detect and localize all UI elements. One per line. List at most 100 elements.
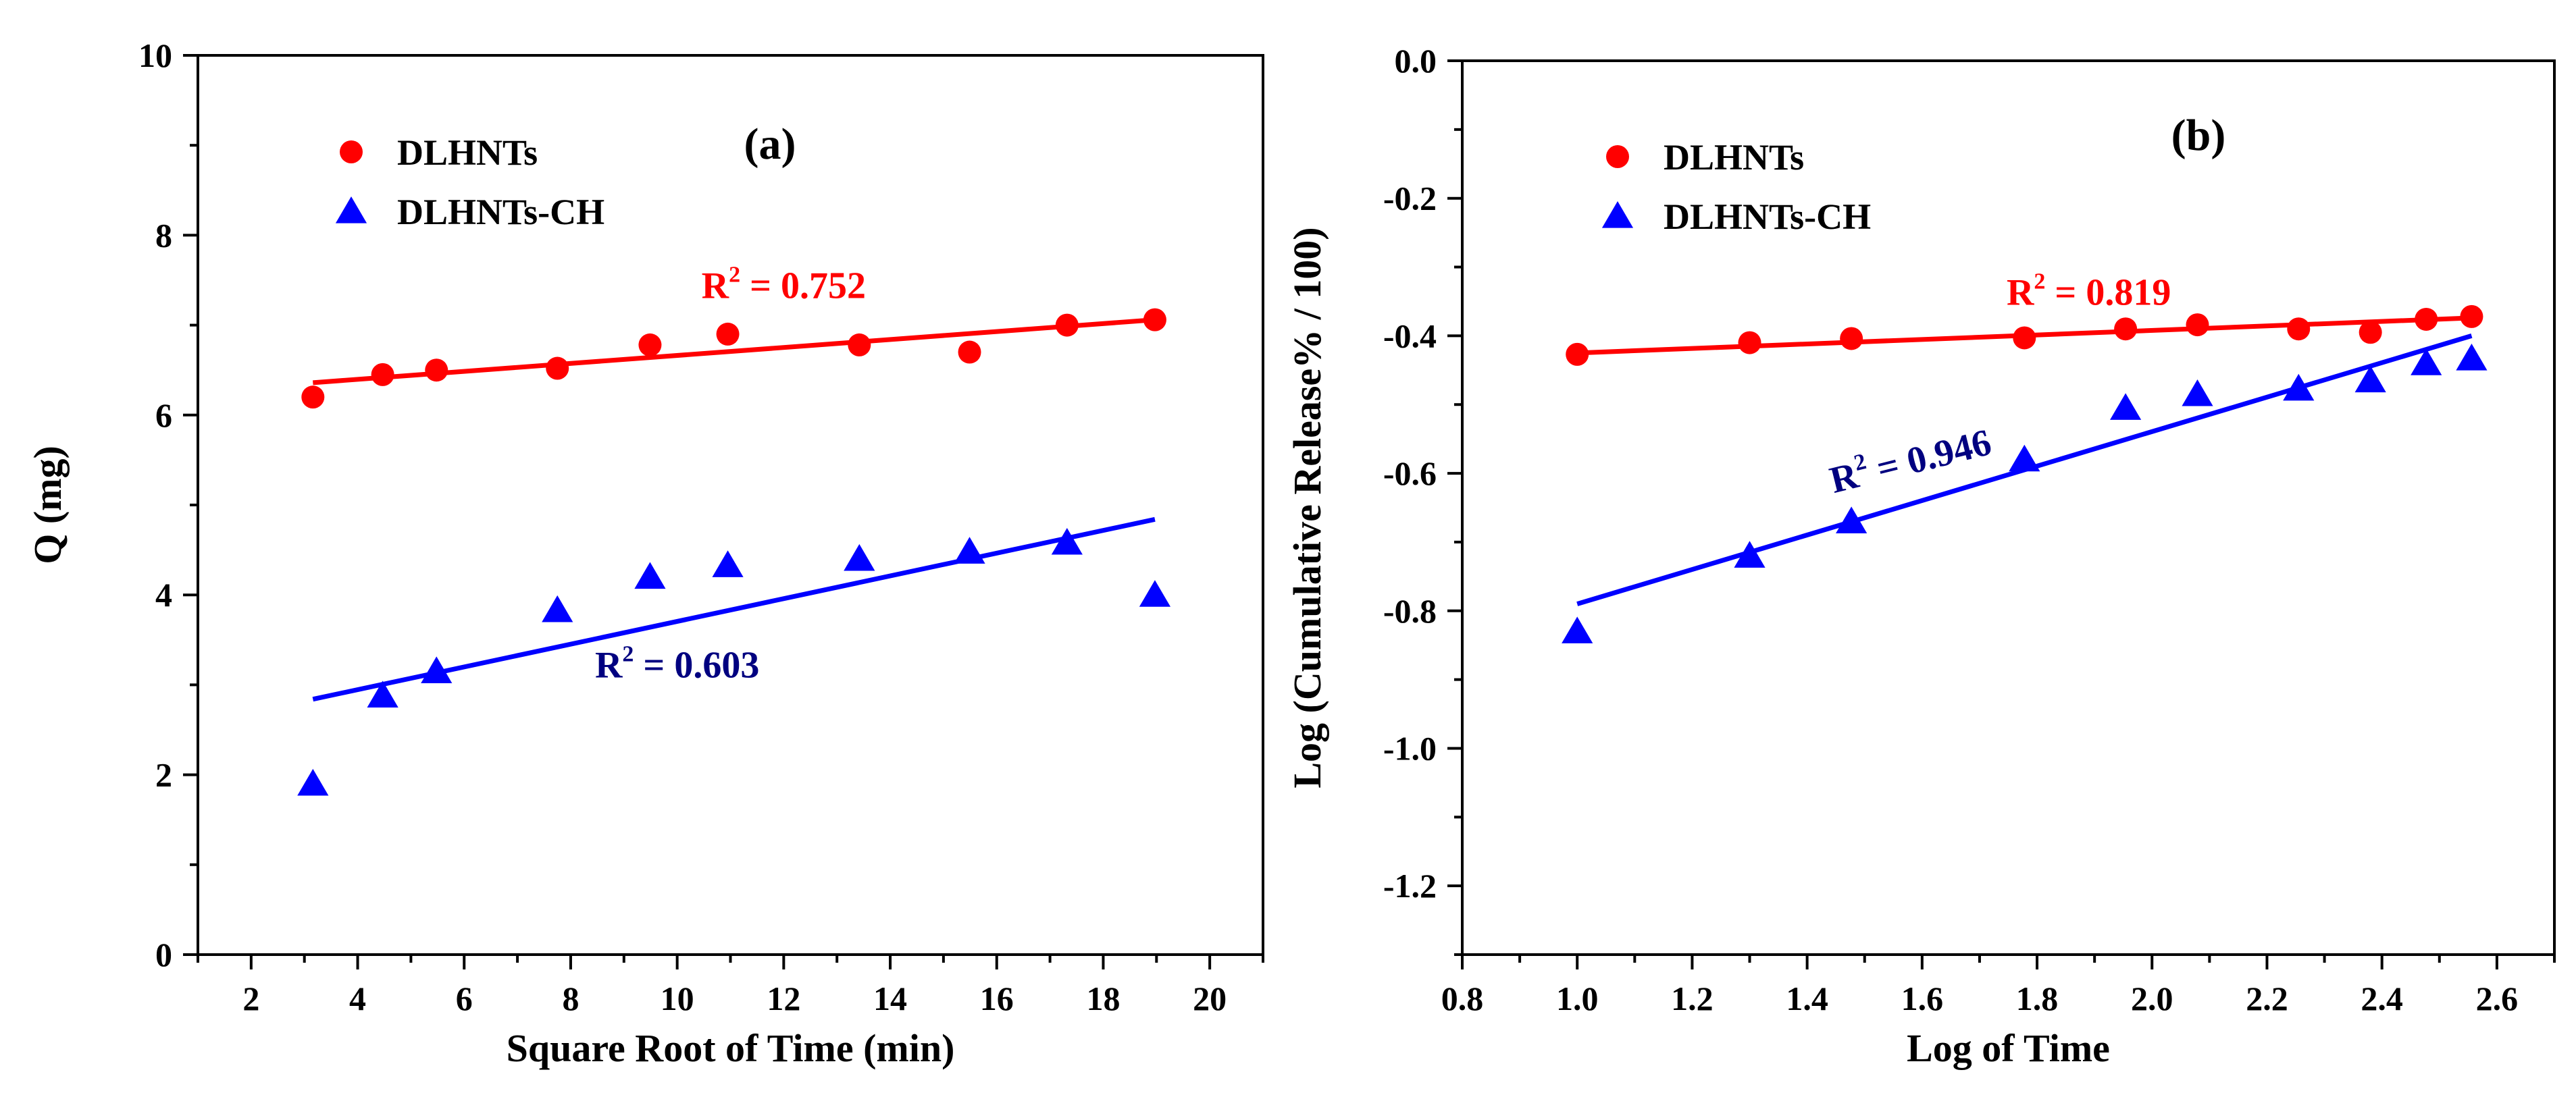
x-tick-label: 14 — [873, 980, 907, 1017]
data-point — [2013, 326, 2036, 350]
data-point — [1836, 506, 1867, 533]
x-tick-label: 2.0 — [2131, 980, 2173, 1017]
data-point — [954, 537, 985, 564]
data-point — [367, 681, 398, 708]
r2-annotation: R2 = 0.819 — [2007, 269, 2171, 314]
r2-value: = 0.752 — [740, 265, 866, 307]
data-point — [958, 340, 981, 364]
r2-symbol: R — [702, 265, 729, 307]
r2-label: R2 = 0.603 — [595, 642, 759, 687]
y-tick-label: 0 — [155, 936, 172, 974]
x-tick-label: 6 — [456, 980, 473, 1017]
x-tick-label: 8 — [562, 980, 579, 1017]
data-point — [542, 595, 573, 622]
r2-value: = 0.946 — [1863, 421, 1995, 492]
r2-annotation: R2 = 0.752 — [702, 263, 866, 307]
plot-frame — [1461, 59, 2556, 956]
x-tick-label: 0.8 — [1441, 980, 1484, 1017]
data-point — [2411, 348, 2442, 375]
data-point — [848, 333, 871, 356]
panel-label: (b) — [2171, 111, 2226, 160]
data-point — [1562, 616, 1593, 643]
data-point — [546, 356, 569, 380]
data-point — [2009, 444, 2040, 472]
data-point — [2456, 343, 2488, 371]
r2-label: R2 = 0.819 — [2007, 269, 2171, 314]
data-point — [712, 550, 744, 577]
r2-label: R2 = 0.946 — [1825, 419, 1995, 502]
y-tick-label: 2 — [155, 756, 172, 794]
y-tick-label: -0.6 — [1383, 454, 1437, 492]
data-point — [2287, 317, 2311, 341]
y-tick-label: -0.8 — [1383, 592, 1437, 630]
data-point — [2359, 321, 2382, 344]
r2-symbol: R — [2007, 272, 2034, 314]
r2-label: R2 = 0.752 — [702, 263, 866, 307]
legend-marker — [335, 196, 367, 223]
panel-a: 2 4 6 8 10 12 14 16 18 20 0 2 4 6 8 10 Square Root of Ti… — [26, 36, 1264, 1070]
data-point — [2182, 379, 2213, 406]
plot-frame — [197, 54, 1264, 956]
x-tick-label: 12 — [767, 980, 800, 1017]
r2-annotation: R2 = 0.603 — [595, 642, 759, 687]
y-axis-title: Q (mg) — [26, 446, 70, 564]
legend-marker — [340, 140, 363, 163]
data-point — [2114, 317, 2138, 341]
data-point — [2283, 373, 2315, 401]
x-tick-label: 2.2 — [2246, 980, 2288, 1017]
data-point — [2110, 393, 2142, 420]
y-tick-label: 8 — [155, 216, 172, 254]
x-axis-title: Square Root of Time (min) — [507, 1026, 955, 1070]
data-point — [1738, 331, 1761, 354]
x-tick-label: 1.6 — [1901, 980, 1944, 1017]
legend-label: DLHNTs-CH — [397, 192, 604, 232]
y-tick-label: -1.2 — [1383, 867, 1437, 905]
legend-marker — [1606, 145, 1629, 168]
r2-superscript: 2 — [622, 642, 634, 667]
x-tick-label: 1.8 — [2016, 980, 2059, 1017]
data-point — [2186, 313, 2209, 337]
r2-annotation: R2 = 0.946 — [1825, 419, 1995, 502]
r2-symbol: R — [595, 645, 623, 687]
y-axis-title: Log (Cumulative Release% / 100) — [1285, 227, 1329, 788]
data-point — [1055, 313, 1079, 337]
x-tick-label: 2.4 — [2361, 980, 2403, 1017]
fit-line — [312, 516, 1156, 702]
x-tick-label: 10 — [661, 980, 694, 1017]
data-point — [844, 543, 875, 571]
y-tick-label: -1.0 — [1383, 729, 1437, 767]
x-tick-label: 16 — [980, 980, 1014, 1017]
data-point — [1139, 580, 1171, 607]
y-tick-label: -0.2 — [1383, 180, 1437, 217]
data-point — [297, 768, 329, 796]
legend-label: DLHNTs — [397, 132, 538, 173]
data-point — [371, 363, 394, 386]
legend-label: DLHNTs-CH — [1664, 196, 1871, 237]
y-tick-label: -0.4 — [1383, 317, 1437, 354]
panel-label: (a) — [744, 119, 796, 169]
legend-marker — [1601, 201, 1634, 228]
y-tick-label: 0.0 — [1395, 42, 1437, 80]
r2-superscript: 2 — [2034, 269, 2045, 294]
r2-value: = 0.819 — [2045, 272, 2171, 314]
data-point — [716, 322, 740, 346]
y-tick-label: 4 — [155, 576, 172, 614]
y-tick-label: 10 — [138, 36, 172, 74]
fit-line — [313, 317, 1156, 385]
x-tick-label: 20 — [1193, 980, 1227, 1017]
data-point — [2460, 304, 2483, 328]
data-point — [1840, 327, 1863, 350]
data-point — [301, 385, 325, 409]
data-point — [421, 656, 453, 684]
x-tick-label: 1.4 — [1786, 980, 1828, 1017]
x-tick-label: 2 — [242, 980, 259, 1017]
data-point — [1734, 541, 1766, 568]
data-point — [1051, 527, 1083, 555]
data-point — [1143, 308, 1166, 331]
data-point — [2354, 365, 2386, 393]
y-tick-label: 6 — [155, 396, 172, 434]
x-tick-label: 2.6 — [2476, 980, 2519, 1017]
x-axis-title: Log of Time — [1907, 1026, 2110, 1070]
panel-b: 0.8 1.0 1.2 1.4 1.6 1.8 2.0 2.2 2.4 2.6 0.0 -0.2 -0.… — [1285, 42, 2556, 1070]
